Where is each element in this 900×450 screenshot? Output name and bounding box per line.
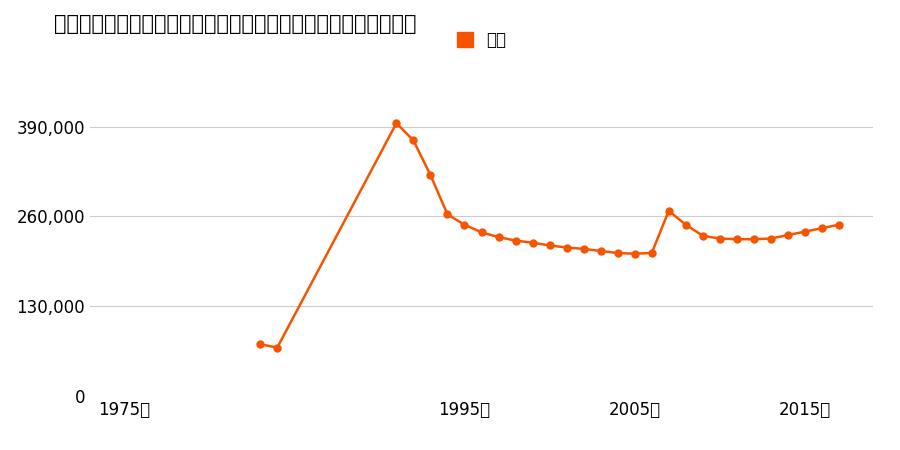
Legend: 価格: 価格 <box>450 24 513 55</box>
Text: 愛知県名古屋市千種区鍋屋上野町字柳原２３３番４０の地価推移: 愛知県名古屋市千種区鍋屋上野町字柳原２３３番４０の地価推移 <box>54 14 417 33</box>
